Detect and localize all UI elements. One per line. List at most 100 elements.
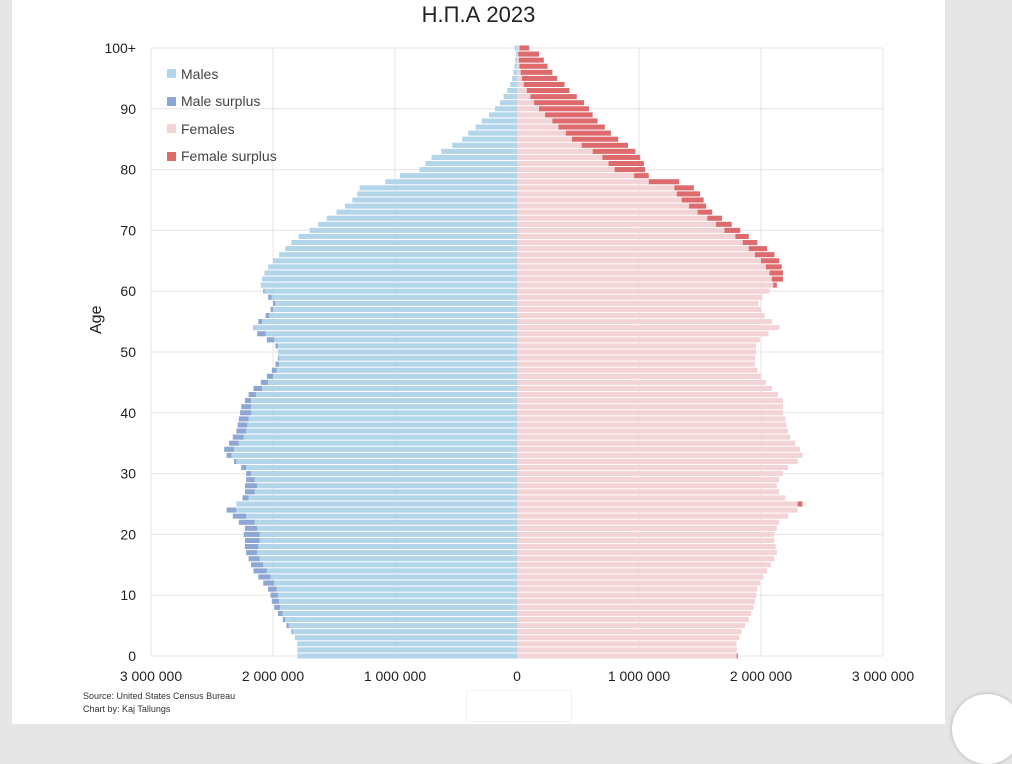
female-surplus-bar: [674, 185, 694, 191]
male-surplus-bar: [243, 531, 260, 537]
male-surplus-bar: [271, 598, 280, 604]
legend-item-male-surplus: Male surplus: [167, 88, 277, 116]
male-surplus-bar: [241, 464, 247, 471]
female-bar: [517, 422, 787, 428]
female-bar: [517, 379, 766, 385]
female-surplus-bar: [519, 45, 530, 51]
male-surplus-bar: [270, 306, 273, 312]
female-surplus-bar: [724, 227, 741, 233]
legend-label-male-surplus: Male surplus: [181, 93, 261, 110]
male-bar: [462, 136, 517, 142]
female-surplus-bar: [523, 81, 565, 88]
male-bar: [273, 258, 517, 264]
legend-label-females: Females: [181, 120, 235, 137]
male-bar: [359, 185, 517, 191]
female-bar: [517, 173, 635, 179]
female-bar: [517, 489, 780, 495]
chart-legend: Males Male surplus Females Female surplu…: [167, 60, 277, 170]
female-bar: [517, 586, 758, 592]
male-bar: [279, 355, 517, 361]
x-tick-label: 3 000 000: [120, 668, 182, 684]
female-surplus-bar: [538, 106, 589, 112]
male-bar: [254, 325, 517, 331]
female-bar: [517, 142, 582, 148]
legend-swatch-male-surplus: [167, 96, 176, 106]
female-bar: [517, 51, 519, 57]
male-surplus-bar: [277, 355, 280, 361]
y-tick-label: 50: [120, 344, 136, 360]
female-bar: [517, 270, 770, 276]
female-bar: [517, 550, 777, 556]
x-tick-label: 3 000 000: [852, 668, 914, 684]
female-bar: [517, 258, 761, 264]
female-bar: [517, 343, 757, 349]
male-surplus-bar: [248, 392, 256, 398]
female-bar: [517, 507, 798, 513]
male-bar: [510, 81, 517, 88]
female-bar: [517, 264, 766, 270]
male-bar: [285, 616, 517, 623]
male-surplus-bar: [226, 452, 232, 458]
female-bar: [517, 629, 742, 635]
female-bar: [517, 100, 535, 106]
female-bar: [517, 623, 746, 629]
female-bar: [517, 227, 725, 233]
legend-item-males: Males: [167, 60, 277, 88]
female-bar: [517, 580, 760, 586]
female-bar: [517, 635, 740, 641]
male-bar: [357, 191, 517, 197]
female-bar: [517, 556, 775, 562]
female-surplus-bar: [697, 209, 713, 215]
male-bar: [271, 294, 517, 300]
legend-label-female-surplus: Female surplus: [181, 148, 277, 165]
female-surplus-bar: [519, 63, 548, 69]
male-surplus-bar: [258, 574, 271, 580]
female-bar: [517, 312, 765, 319]
male-bar: [243, 434, 517, 440]
female-surplus-bar: [518, 57, 544, 63]
female-bar: [517, 337, 760, 343]
y-tick-label: 20: [120, 526, 136, 542]
female-bar: [517, 112, 546, 118]
female-surplus-bar: [771, 276, 783, 282]
y-axis-label: Age: [88, 305, 105, 334]
male-bar: [297, 647, 517, 653]
male-surplus-bar: [244, 483, 258, 489]
female-bar: [517, 653, 737, 659]
female-bar: [517, 361, 755, 367]
male-surplus-bar: [238, 416, 249, 422]
corner-shape: [952, 694, 1012, 764]
x-tick-label: 1 000 000: [364, 668, 426, 684]
female-bar: [517, 81, 524, 88]
female-bar: [517, 57, 519, 63]
female-bar: [517, 106, 539, 112]
female-bar: [517, 63, 520, 69]
female-surplus-bar: [707, 215, 722, 221]
male-bar: [515, 51, 517, 57]
male-bar: [282, 610, 517, 616]
male-bar: [495, 106, 517, 112]
male-bar: [503, 94, 517, 100]
male-bar: [254, 489, 517, 495]
female-bar: [517, 398, 783, 404]
tick-layer: 3 000 000 2 000 000 1 000 000 0 1 000 000 2 0…: [104, 40, 914, 684]
male-bar: [236, 501, 517, 507]
female-bar: [517, 367, 758, 373]
male-surplus-bar: [244, 544, 259, 550]
male-surplus-bar: [253, 385, 263, 392]
male-bar: [297, 653, 517, 659]
male-bar: [419, 167, 517, 173]
female-bar: [517, 160, 609, 167]
female-surplus-bar: [520, 69, 553, 75]
female-bar: [517, 616, 749, 623]
male-surplus-bar: [258, 319, 263, 325]
y-tick-label: 90: [120, 101, 136, 117]
male-surplus-bar: [241, 404, 252, 410]
male-surplus-bar: [275, 343, 278, 349]
male-bar: [288, 623, 517, 629]
male-bar: [431, 154, 517, 160]
blank-box: [466, 690, 572, 722]
male-surplus-bar: [244, 489, 255, 495]
y-tick-label: 70: [120, 222, 136, 238]
male-surplus-bar: [274, 604, 281, 610]
